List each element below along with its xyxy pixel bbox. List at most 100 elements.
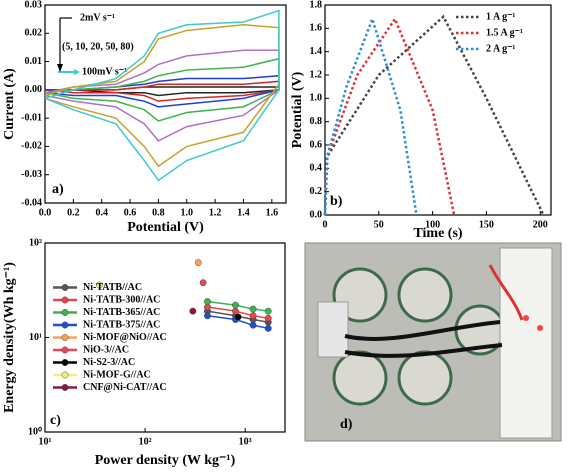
x-tick-label: 0.0 <box>39 207 52 218</box>
x-tick-label: 1.4 <box>237 207 250 218</box>
data-point <box>232 307 239 315</box>
y-tick-label: 1.4 <box>310 46 323 57</box>
legend-marker <box>61 296 69 304</box>
series-line <box>323 16 456 216</box>
legend-marker <box>61 371 69 379</box>
data-point <box>204 312 211 320</box>
y-tick-label: -0.04 <box>21 197 42 208</box>
annotation: (5, 10, 20, 50, 80) <box>62 41 134 52</box>
legend-label: Ni-TATB-300//AC <box>83 294 160 305</box>
data-point <box>249 305 257 313</box>
y-tick-label: 0.6 <box>310 139 323 150</box>
x-axis-label: Power density (W kg⁻¹) <box>95 453 236 468</box>
legend-label: Ni-TATB-365//AC <box>83 307 160 318</box>
data-point <box>96 281 103 289</box>
y-tick-label: 0.03 <box>25 0 43 10</box>
panel-label: c) <box>50 413 61 428</box>
legend-label: Ni-TATB-375//AC <box>83 319 160 330</box>
series-line <box>207 306 269 319</box>
legend-marker <box>61 309 69 316</box>
data-point <box>234 313 242 321</box>
series-line <box>207 314 269 330</box>
y-axis-label: Energy density(Wh kg⁻¹) <box>2 262 17 413</box>
x-tick-label: 0.6 <box>124 207 137 218</box>
y-tick-label: 0.8 <box>310 116 323 127</box>
data-point <box>264 307 272 315</box>
x-tick-label: 1.6 <box>266 207 279 218</box>
legend-marker <box>61 346 69 354</box>
x-tick-label: 0.4 <box>95 207 108 218</box>
series-line <box>323 14 545 216</box>
legend-marker <box>61 284 69 291</box>
y-tick-label: 0.0 <box>310 209 323 220</box>
legend-label: 2 A g⁻¹ <box>486 43 515 54</box>
y-tick-label: -0.03 <box>21 169 42 180</box>
legend-marker <box>61 359 69 366</box>
y-axis-label: Current (A) <box>2 68 17 140</box>
x-tick-label: 0.8 <box>152 207 165 218</box>
plot-frame <box>44 4 287 204</box>
x-tick-label: 1.0 <box>181 207 194 218</box>
data-point <box>204 298 211 305</box>
data-point <box>189 307 197 315</box>
legend-label: Ni-MOF@NiO//AC <box>83 332 167 343</box>
data-point <box>249 312 257 320</box>
panel-label: b) <box>330 194 343 209</box>
y-tick-label: 0.00 <box>25 84 43 95</box>
legend-marker <box>61 334 69 341</box>
y-tick-label: -0.02 <box>21 141 42 152</box>
data-point <box>199 279 207 287</box>
panel-label: a) <box>52 182 64 197</box>
y-tick-label: 1.2 <box>310 69 323 80</box>
photo <box>304 242 562 442</box>
y-tick-label: 0.4 <box>310 163 323 174</box>
series-line <box>44 9 280 182</box>
y-axis-label: Potential (V) <box>290 71 305 148</box>
y-tick-label: -0.01 <box>21 112 42 123</box>
y-tick-label: 10⁰ <box>28 426 42 437</box>
legend-label: Ni-TATB//AC <box>83 282 142 293</box>
y-tick-label: 1.6 <box>310 23 323 34</box>
y-tick-label: 1.8 <box>310 0 323 10</box>
data-point <box>232 301 239 309</box>
y-tick-label: 1.0 <box>310 93 323 104</box>
legend-label: 1.5 A g⁻¹ <box>486 27 523 38</box>
x-tick-label: 200 <box>533 219 548 230</box>
data-point <box>194 259 202 267</box>
y-tick-label: 10² <box>29 237 42 248</box>
legend-marker <box>61 321 69 329</box>
legend-label: Ni-S2-3//AC <box>83 357 135 368</box>
y-tick-label: 0.01 <box>25 56 43 67</box>
legend-label: NiO-3//AC <box>83 344 129 355</box>
x-tick-label: 100 <box>425 219 440 230</box>
x-tick-label: 10³ <box>239 436 252 447</box>
series-line <box>207 300 269 312</box>
series-line <box>207 310 269 323</box>
y-tick-label: 10¹ <box>29 332 42 343</box>
data-point <box>264 314 272 322</box>
plot-frame <box>324 4 552 216</box>
x-tick-label: 1.2 <box>209 207 222 218</box>
x-axis-label: Time (s) <box>413 226 462 241</box>
data-point <box>264 324 272 332</box>
data-point <box>249 321 257 329</box>
annotation: 100mV s⁻¹ <box>82 66 127 77</box>
series-line <box>323 15 418 216</box>
legend-marker <box>61 384 69 391</box>
x-tick-label: 10² <box>139 436 152 447</box>
legend-label: CNF@Ni-CAT//AC <box>83 382 167 393</box>
annotation: 2mV s⁻¹ <box>80 12 115 23</box>
x-tick-label: 10¹ <box>39 436 52 447</box>
legend-label: Ni-MOF-G//AC <box>83 369 151 380</box>
y-tick-label: 0.02 <box>25 28 43 39</box>
x-tick-label: 150 <box>479 219 494 230</box>
y-tick-label: 0.2 <box>310 186 323 197</box>
x-axis-label: Potential (V) <box>127 220 204 235</box>
x-tick-label: 0.2 <box>67 207 80 218</box>
x-tick-label: 0 <box>323 219 328 230</box>
rate-arrow <box>57 17 80 75</box>
legend-label: 1 A g⁻¹ <box>486 11 515 22</box>
x-tick-label: 50 <box>374 219 384 230</box>
panel-label: d) <box>340 417 353 432</box>
